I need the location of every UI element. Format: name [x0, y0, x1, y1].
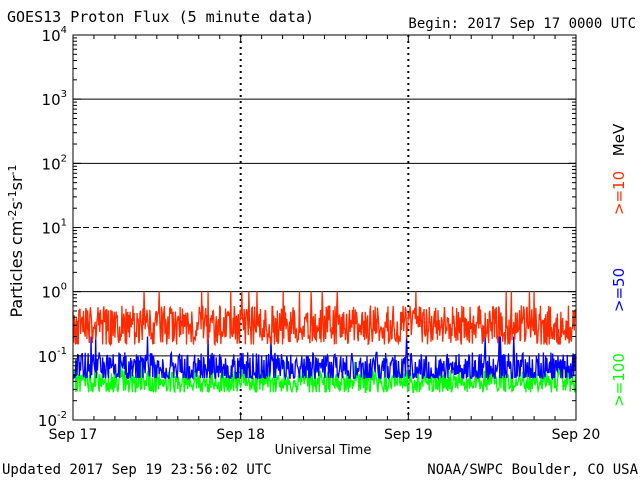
series-group: [72, 291, 577, 394]
grid: [73, 35, 576, 420]
legend: MeV >=10 >=50 >=100: [610, 123, 628, 407]
plot-frame: [72, 34, 577, 421]
y-tick-label: 10-1: [38, 346, 67, 366]
y-tick-label: 10-2: [38, 410, 67, 430]
y-tick-label: 101: [42, 218, 67, 238]
y-tick-label: 100: [42, 282, 67, 302]
y-tick-label: 102: [42, 153, 67, 173]
series-line: [72, 291, 577, 347]
svg-text:Particles cm-2s-1sr-1: Particles cm-2s-1sr-1: [6, 164, 26, 317]
y-tick-label: 104: [42, 25, 67, 45]
series-line: [72, 336, 577, 381]
y-tick-labels: 10-2 10-1 100 101 102 103 104: [38, 25, 67, 430]
x-tick-label: Sep 20: [552, 427, 601, 443]
x-tick-labels: Sep 17 Sep 18 Sep 19 Sep 20: [49, 427, 601, 443]
x-tick-label: Sep 18: [216, 427, 265, 443]
y-tick-label: 103: [42, 89, 67, 109]
legend-series-100: >=100: [610, 353, 628, 407]
y-axis-title: Particles cm-2s-1sr-1: [6, 164, 26, 317]
legend-series-10: >=10: [610, 171, 628, 215]
updated-time: Updated 2017 Sep 19 23:56:02 UTC: [2, 462, 272, 478]
x-axis-title: Universal Time: [275, 443, 372, 458]
begin-time: Begin: 2017 Sep 17 0000 UTC: [408, 16, 636, 32]
chart-title: GOES13 Proton Flux (5 minute data): [7, 8, 314, 26]
legend-series-50: >=50: [610, 268, 628, 312]
credit-text: NOAA/SWPC Boulder, CO USA: [427, 462, 638, 478]
legend-unit: MeV: [610, 123, 628, 156]
x-tick-label: Sep 19: [384, 427, 433, 443]
x-tick-label: Sep 17: [49, 427, 98, 443]
